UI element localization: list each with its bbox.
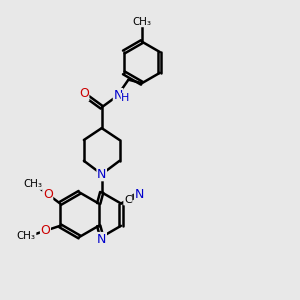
- Text: O: O: [40, 224, 50, 237]
- Text: C: C: [124, 195, 132, 205]
- Text: H: H: [121, 93, 130, 103]
- Text: CH₃: CH₃: [23, 179, 42, 189]
- Text: CH₃: CH₃: [17, 231, 36, 241]
- Text: O: O: [43, 188, 53, 201]
- Text: N: N: [97, 232, 106, 245]
- Text: CH₃: CH₃: [132, 17, 151, 27]
- Text: N: N: [97, 168, 106, 181]
- Text: N: N: [134, 188, 144, 201]
- Text: N: N: [113, 88, 123, 102]
- Text: O: O: [79, 87, 89, 101]
